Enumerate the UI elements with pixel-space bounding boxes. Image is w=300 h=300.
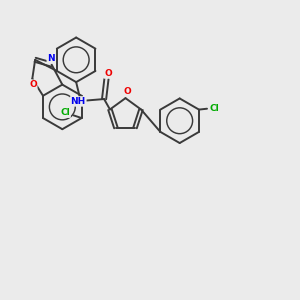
Text: NH: NH [70, 97, 86, 106]
Text: O: O [29, 80, 37, 89]
Text: O: O [124, 87, 132, 96]
Text: Cl: Cl [60, 108, 70, 117]
Text: O: O [104, 69, 112, 78]
Text: Cl: Cl [210, 103, 219, 112]
Text: N: N [47, 54, 55, 63]
